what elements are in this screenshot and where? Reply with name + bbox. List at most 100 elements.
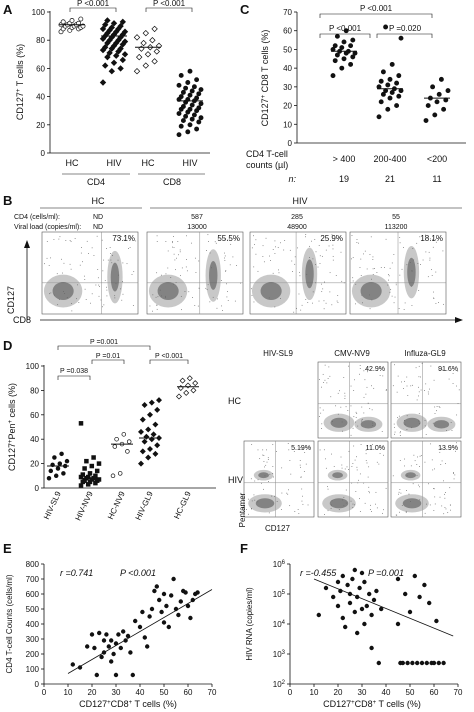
panel-e-point (157, 597, 162, 603)
panel-b-flow-plot-event (172, 246, 173, 248)
panel-b-flow-plot-event (257, 270, 259, 272)
panel-b-y-label: CD127 (6, 286, 16, 314)
panel-c-bracket-1 (319, 33, 371, 38)
panel-e-point (161, 620, 167, 625)
panel-b-flow-plot-event (64, 292, 66, 294)
panel-b-flow-plot-event (152, 310, 153, 312)
panel-b-flow-plot-event (224, 252, 225, 254)
panel-c-point (436, 91, 442, 97)
panel-label-f: F (240, 541, 248, 556)
panel-d-point (125, 449, 130, 454)
panel-b-flow-plot-event (157, 296, 159, 298)
panel-b-flow-plot-event (78, 302, 80, 303)
panel-d-flow-cell-event (400, 492, 402, 494)
panel-e-point (92, 645, 97, 651)
panel-b-flow-plot-event (176, 257, 177, 259)
panel-d-flow-cell-event (450, 509, 451, 511)
panel-d-flow-cell-event (372, 444, 373, 445)
panel-e-x-tick-label: 50 (160, 688, 169, 697)
panel-e-point (101, 638, 107, 643)
panel-d-flow-cell-event (356, 469, 358, 471)
panel-b-flow-plot-event (120, 236, 122, 237)
panel-d-flow-y-label: Pentamer (238, 492, 247, 527)
panel-b-flow-plot-event (93, 255, 95, 256)
panel-d-flow-cell-event (456, 414, 458, 416)
panel-d-flow-cell-event (371, 385, 372, 387)
panel-d-flow-cell-event (418, 386, 419, 388)
panel-d-flow-cell-event (414, 460, 416, 462)
panel-f-point (376, 660, 381, 666)
panel-a-point (198, 101, 204, 107)
panel-d-flow-cell-event (361, 419, 363, 421)
panel-a-point (108, 68, 115, 75)
panel-b-flow-plot-event (135, 240, 137, 242)
panel-d-flow-cell-event (399, 511, 400, 513)
panel-d-flow-col-3: Influza-GL9 (404, 349, 446, 358)
panel-b-flow-plot-event (395, 284, 397, 286)
panel-a-bracket-cd4 (69, 7, 117, 12)
panel-d-flow-cell-event (323, 449, 325, 451)
panel-d-flow-cell-event (353, 416, 355, 418)
panel-b-flow-plot-event (129, 246, 131, 248)
panel-f-point (436, 660, 441, 666)
panel-b-flow-plot-event (253, 235, 254, 237)
panel-c-point (334, 52, 340, 58)
panel-b-flow-plot-event (391, 295, 393, 297)
panel-d-flow-cell-event (411, 427, 413, 429)
panel-b-flow-plot-event (160, 274, 162, 276)
panel-d-flow-cell-event (302, 503, 304, 505)
panel-b-flow-plot-event (69, 240, 71, 241)
panel-d-flow-cell-event (439, 451, 441, 453)
panel-d-point (152, 421, 159, 428)
panel-f-point (379, 606, 384, 612)
panel-d-point (147, 411, 153, 418)
panel-d-flow-cell-event (447, 512, 449, 514)
panel-d-flow-cell-event (397, 417, 398, 419)
panel-b-flow-plot-event (425, 251, 427, 253)
panel-b-flow-plot-percent: 73.1% (112, 234, 135, 243)
panel-b-flow-plot-event (315, 282, 317, 284)
panel-a-point (198, 115, 204, 121)
panel-b-flow-plot-event (155, 296, 157, 298)
panel-c-point (332, 43, 338, 49)
panel-c-point (378, 78, 384, 84)
panel-b-flow-plot-event (186, 259, 187, 260)
panel-d-points (46, 375, 199, 488)
panel-d-flow-cell-event (408, 493, 410, 495)
panel-d-flow-cell-event (394, 364, 396, 366)
panel-d-flow-cell-event (353, 390, 355, 391)
panel-d-flow-cell-event (362, 418, 363, 420)
panel-b-flow-plot-event (122, 293, 124, 295)
panel-d-flow-cell-event (382, 512, 383, 514)
panel-d-flow-cell-event (425, 434, 427, 435)
panel-d-flow-cell-event (276, 501, 278, 502)
panel-d-flow-cell-event (357, 425, 359, 427)
panel-b-flow-plot-event (321, 283, 322, 285)
panel-b-flow-plot-event (278, 269, 279, 271)
panel-e-x-tick-label: 0 (42, 688, 47, 697)
panel-d-flow-cell-event (383, 509, 384, 511)
panel-d-y-tick-label: 100 (26, 362, 40, 371)
panel-b-flow-plot-event (404, 302, 406, 304)
panel-d-flow-cell-event (400, 431, 401, 433)
panel-c-y-tick-label: 10 (283, 120, 292, 129)
panel-b-flow-plot-event (210, 267, 212, 269)
panel-d-point (84, 458, 89, 464)
panel-d-flow-cell-event (329, 375, 331, 377)
panel-d-group-label: HIV-GL9 (134, 490, 155, 522)
panel-b-flow-plot-event (355, 283, 357, 285)
panel-b-flow-plot-event (324, 281, 325, 283)
panel-b-flow-plot-event (389, 291, 391, 293)
panel-d-flow-cell-event (326, 486, 328, 488)
panel-c-y-tick-label: 0 (288, 139, 293, 148)
panel-d-flow-cell-event (361, 421, 363, 423)
panel-a-point (153, 48, 160, 55)
panel-a-point (196, 91, 202, 97)
panel-b-flow-plot-event (102, 270, 104, 272)
panel-a-point (119, 56, 126, 64)
panel-d-flow-cell-event (381, 431, 383, 432)
panel-b-flow-plot-event (111, 262, 113, 264)
panel-b-flow-plot-event (336, 235, 337, 236)
panel-b-flow-plot-event (102, 306, 103, 308)
panel-d-point (152, 450, 159, 457)
